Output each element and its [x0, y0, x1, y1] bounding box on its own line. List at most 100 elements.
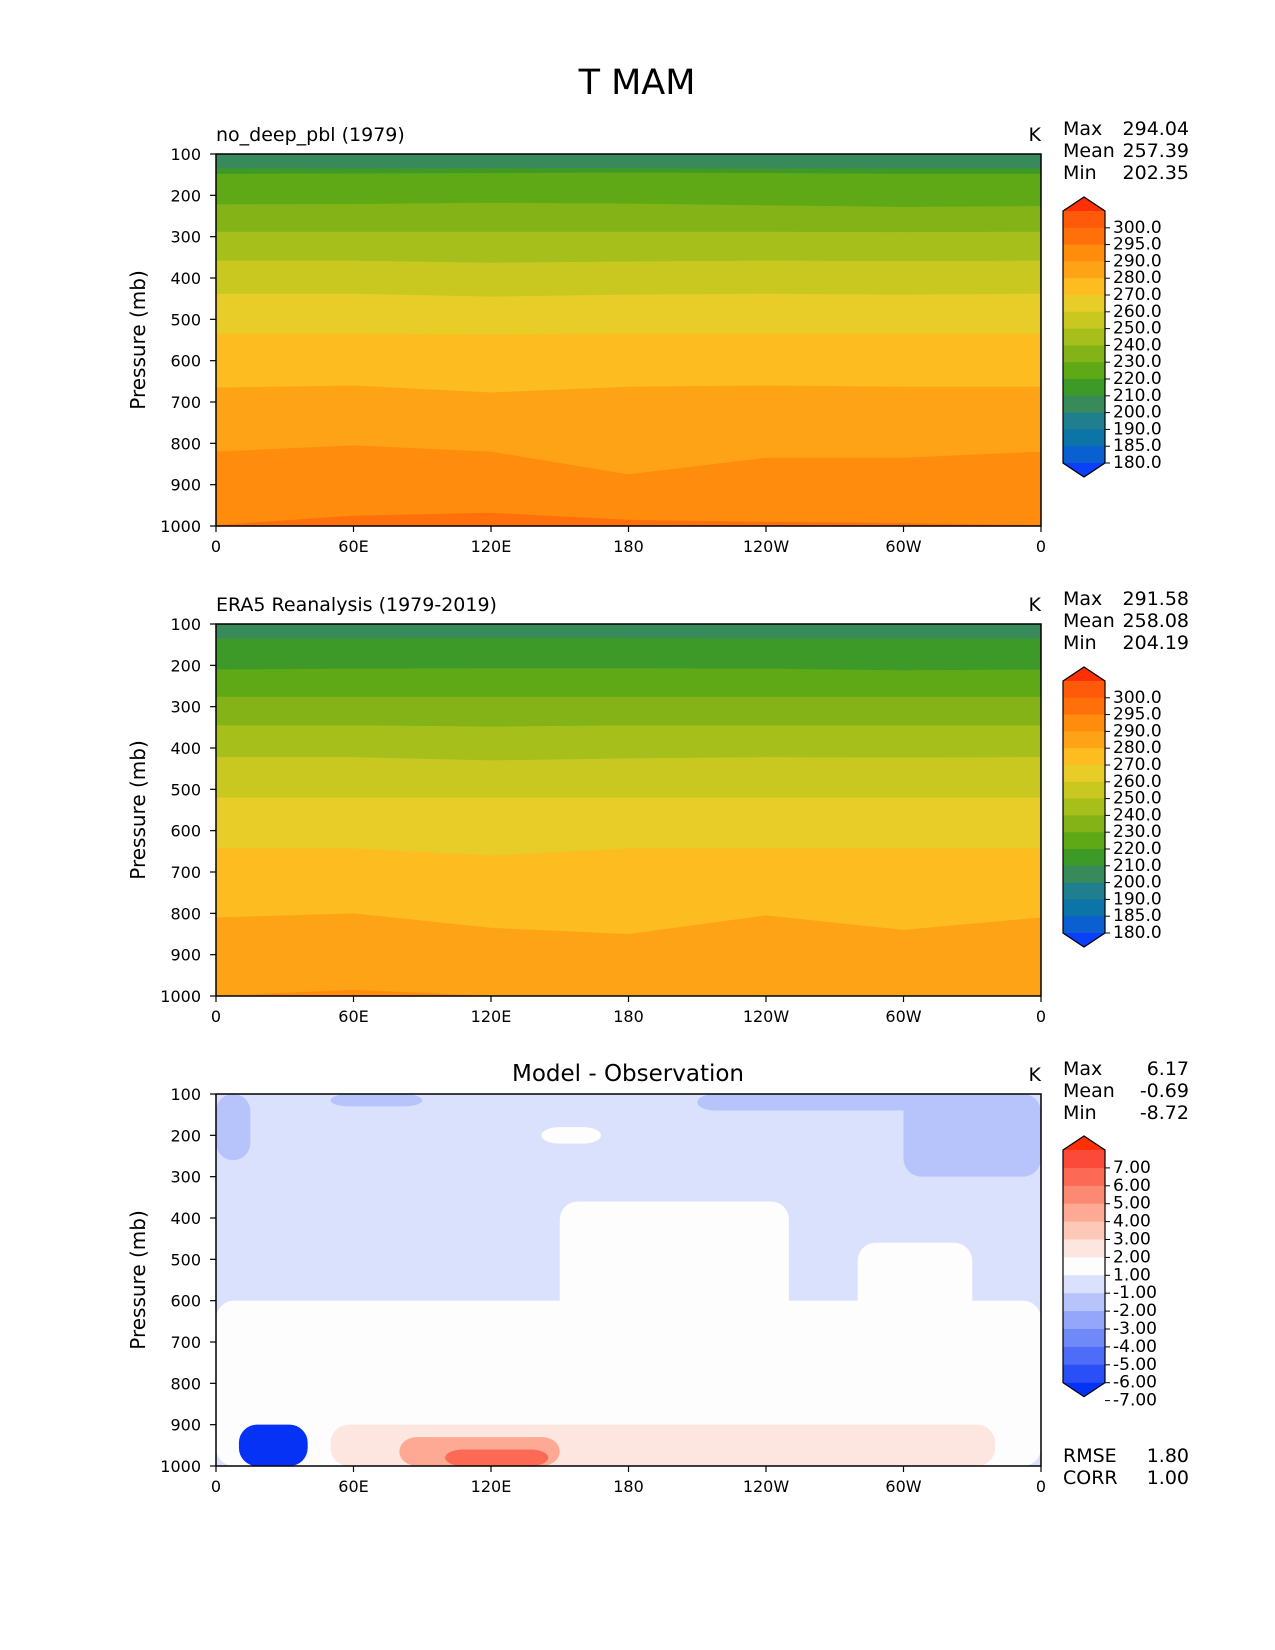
colorbar-tick-label: 185.0: [1113, 436, 1162, 456]
colorbar-tick-label: 7.00: [1113, 1158, 1151, 1178]
colorbar: 300.0295.0290.0280.0270.0260.0250.0240.0…: [1062, 666, 1162, 948]
stat-min-value: -8.72: [1140, 1102, 1189, 1124]
colorbar-segment: [1063, 429, 1105, 447]
panel-stats: Max 6.17 Mean -0.69 Min -8.72 RMSE 1.80 …: [1063, 1058, 1189, 1489]
y-tick-label: 500: [170, 310, 201, 329]
y-tick-label: 500: [170, 780, 201, 799]
colorbar-segment: [1063, 1311, 1105, 1330]
contour-region: [330, 1094, 423, 1107]
colorbar-segment: [1063, 1257, 1105, 1276]
y-tick-label: 300: [170, 698, 201, 717]
x-tick-label: 60W: [885, 537, 921, 556]
colorbar-tick-label: 190.0: [1113, 419, 1162, 439]
x-tick-label: 60W: [885, 1477, 921, 1496]
colorbar-segment: [1063, 899, 1105, 917]
colorbar-segment: [1063, 1364, 1105, 1384]
colorbar-segment: [1063, 227, 1105, 246]
colorbar-tick-label: 290.0: [1113, 721, 1162, 741]
stat-max-value: 6.17: [1147, 1058, 1189, 1080]
x-tick-label: 180: [613, 1007, 644, 1026]
colorbar-segment: [1063, 1221, 1105, 1240]
colorbar-segment: [1063, 1185, 1105, 1205]
colorbar-segment: [1063, 1275, 1105, 1294]
y-tick-label: 600: [170, 822, 201, 841]
panel-stats: Max 294.04 Mean 257.39 Min 202.35: [1063, 118, 1189, 184]
x-tick-label: 0: [211, 1007, 221, 1026]
contour-plot: [216, 624, 1041, 996]
contour-region: [216, 1094, 251, 1161]
colorbar-tick-label: -5.00: [1113, 1355, 1157, 1375]
colorbar-extend-top: [1063, 197, 1105, 211]
x-tick-label: 120E: [471, 537, 512, 556]
y-tick-label: 400: [170, 1209, 201, 1228]
stat-min-label: Min: [1063, 1102, 1097, 1124]
y-tick-label: 500: [170, 1250, 201, 1269]
y-tick-label: 800: [170, 434, 201, 453]
colorbar-segment: [1063, 1150, 1105, 1169]
colorbar-segment: [1063, 278, 1105, 296]
x-tick-label: 120E: [471, 1477, 512, 1496]
stat-mean-label: Mean: [1063, 1080, 1115, 1102]
stat-corr-label: CORR: [1063, 1467, 1118, 1489]
colorbar-tick-label: 220.0: [1113, 369, 1162, 389]
x-tick-label: 0: [211, 537, 221, 556]
colorbar-segment: [1063, 211, 1105, 229]
panel-stats: Max 291.58 Mean 258.08 Min 204.19: [1063, 588, 1189, 654]
colorbar-tick-label: 210.0: [1113, 856, 1162, 876]
y-tick-label: 700: [170, 393, 201, 412]
contour-region: [903, 1094, 1041, 1177]
colorbar-tick-label: -6.00: [1113, 1373, 1157, 1393]
colorbar-tick-label: 220.0: [1113, 839, 1162, 859]
colorbar-segment: [1063, 798, 1105, 816]
colorbar-extend-bottom: [1063, 933, 1105, 947]
contour-band: [216, 624, 1041, 639]
colorbar-segment: [1063, 379, 1105, 397]
panel-title: Model - Observation: [512, 1061, 744, 1087]
stat-min-value: 204.19: [1123, 632, 1189, 654]
x-tick-label: 120W: [743, 1477, 790, 1496]
colorbar-segment: [1063, 1203, 1105, 1223]
colorbar-segment: [1063, 731, 1105, 749]
y-tick-label: 1000: [160, 517, 201, 536]
colorbar-tick-label: 280.0: [1113, 738, 1162, 758]
y-tick-label: 800: [170, 904, 201, 923]
colorbar-tick-label: 180.0: [1113, 923, 1162, 943]
colorbar-segment: [1063, 1293, 1105, 1312]
colorbar-segment: [1063, 765, 1105, 783]
y-tick-label: 100: [170, 145, 201, 164]
x-tick-label: 60E: [338, 1477, 368, 1496]
colorbar-segment: [1063, 311, 1105, 330]
y-tick-label: 400: [170, 739, 201, 758]
panel-units: K: [1029, 594, 1042, 616]
colorbar-tick-label: 270.0: [1113, 285, 1162, 305]
panel-model: no_deep_pbl (1979) K Max 294.04 Mean 257…: [126, 118, 1189, 556]
x-tick-label: 120E: [471, 1007, 512, 1026]
x-tick-label: 180: [613, 1477, 644, 1496]
x-tick-label: 0: [1036, 537, 1046, 556]
y-axis-label: Pressure (mb): [126, 1210, 150, 1350]
colorbar: 300.0295.0290.0280.0270.0260.0250.0240.0…: [1062, 196, 1162, 478]
colorbar-segment: [1063, 345, 1105, 363]
colorbar-tick-label: 240.0: [1113, 335, 1162, 355]
colorbar-segment: [1063, 1167, 1105, 1187]
stat-min-label: Min: [1063, 162, 1097, 184]
colorbar-tick-label: -3.00: [1113, 1319, 1157, 1339]
colorbar-tick-label: 295.0: [1113, 705, 1162, 725]
colorbar-segment: [1063, 815, 1105, 833]
y-tick-label: 1000: [160, 1457, 201, 1476]
stat-rmse-label: RMSE: [1063, 1445, 1117, 1467]
x-tick-label: 120W: [743, 1007, 790, 1026]
y-tick-label: 200: [170, 1126, 201, 1145]
colorbar-segment: [1063, 1239, 1105, 1258]
x-tick-label: 0: [1036, 1007, 1046, 1026]
stat-min-value: 202.35: [1123, 162, 1189, 184]
colorbar-tick-label: 270.0: [1113, 755, 1162, 775]
stat-mean-label: Mean: [1063, 140, 1115, 162]
colorbar-tick-label: 260.0: [1113, 302, 1162, 322]
colorbar-tick-label: 190.0: [1113, 889, 1162, 909]
y-tick-label: 700: [170, 1333, 201, 1352]
x-tick-label: 120W: [743, 537, 790, 556]
contour-band: [216, 154, 1041, 169]
y-tick-label: 800: [170, 1374, 201, 1393]
